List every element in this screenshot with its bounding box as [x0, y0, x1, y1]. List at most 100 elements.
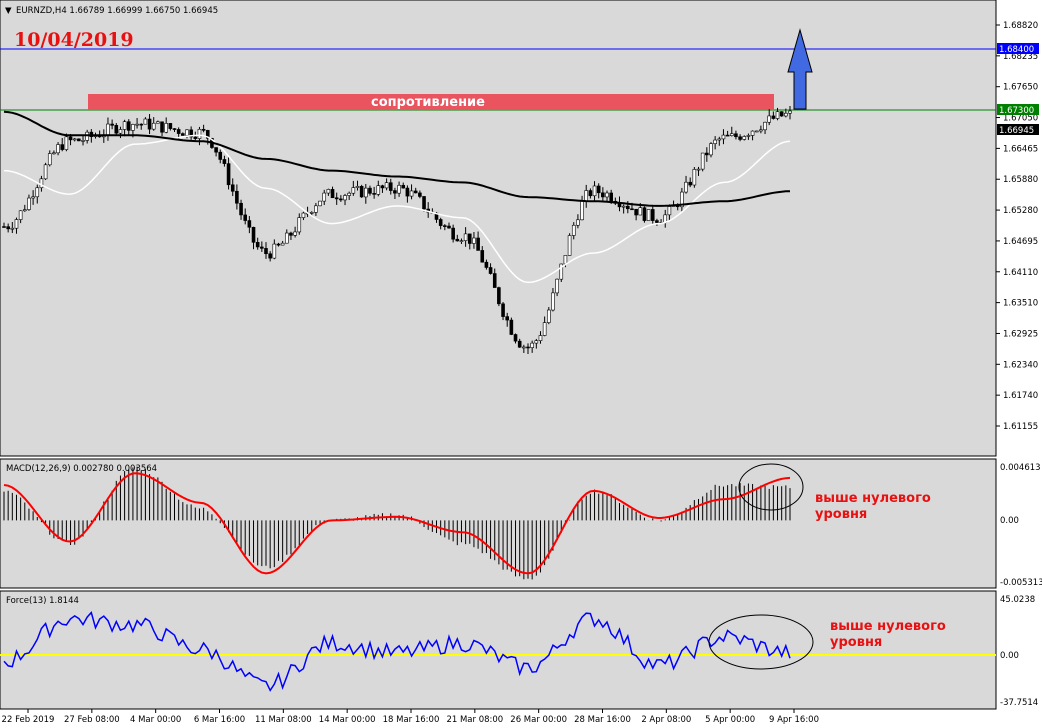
candle-body	[463, 233, 468, 241]
candle-body	[347, 192, 351, 196]
candle-body	[309, 212, 314, 214]
candle-body	[754, 130, 759, 133]
candle-body	[185, 129, 189, 136]
candle-body	[630, 208, 634, 211]
force-annotation-line2: уровня	[830, 635, 882, 650]
candle-body	[451, 227, 455, 240]
resistance-zone[interactable]	[88, 94, 774, 110]
time-tick-label: 11 Mar 08:00	[255, 715, 312, 725]
candle-body	[542, 322, 547, 336]
force-index-line	[3, 610, 791, 692]
time-tick-label: 26 Mar 00:00	[510, 715, 567, 725]
price-tick-label: 1.67650	[1003, 83, 1038, 93]
candle-body	[526, 346, 530, 349]
candle-body	[380, 185, 385, 189]
candle-body	[255, 242, 260, 248]
candle-body	[596, 185, 601, 194]
candle-body	[289, 232, 293, 236]
price-label-green: 1.67300	[997, 104, 1039, 116]
candle-body	[567, 235, 572, 256]
candle-body	[189, 129, 193, 138]
candle-body	[626, 205, 630, 210]
candle-body	[276, 243, 281, 246]
macd-tick-top: 0.004613	[1000, 463, 1041, 473]
time-tick-label: 27 Feb 08:00	[64, 715, 120, 725]
candle-body	[717, 138, 722, 141]
candle-body	[721, 134, 726, 140]
candle-body	[513, 334, 518, 342]
candle-body	[492, 273, 497, 288]
candle-body	[409, 190, 414, 197]
candle-body	[230, 184, 235, 192]
force-tick-bottom: -37.7514	[1000, 698, 1038, 708]
candle-body	[222, 159, 227, 164]
force-highlight-ellipse	[708, 614, 814, 670]
candle-body	[655, 220, 659, 223]
price-tick-label: 1.65280	[1003, 206, 1038, 216]
macd-panel-bg[interactable]	[0, 458, 997, 589]
macd-annotation-line1: выше нулевого	[815, 491, 931, 506]
candle-body	[713, 139, 717, 144]
candle-body	[181, 133, 185, 136]
candle-body	[642, 207, 647, 221]
force-tick-top: 45.0238	[1000, 595, 1035, 605]
candle-body	[601, 192, 605, 198]
candle-body	[56, 144, 60, 154]
time-tick-label: 2 Apr 08:00	[641, 715, 691, 725]
candle-body	[779, 111, 784, 117]
symbol-info: EURNZD,H4 1.66789 1.66999 1.66750 1.6694…	[16, 6, 218, 16]
candle-body	[284, 232, 289, 244]
force-panel-bg[interactable]	[0, 590, 997, 710]
candle-body	[401, 184, 406, 189]
arrow-up-icon[interactable]	[787, 28, 813, 110]
candle-body	[476, 237, 480, 251]
price-label-current: 1.66945	[997, 124, 1039, 136]
candle-body	[122, 121, 127, 130]
candle-body	[700, 152, 705, 170]
candle-body	[143, 118, 148, 125]
candle-body	[551, 292, 555, 311]
candle-body	[81, 140, 85, 142]
candle-body	[443, 225, 447, 227]
candle-body	[14, 219, 19, 229]
time-tick-label: 9 Apr 16:00	[769, 715, 819, 725]
candle-body	[759, 129, 763, 132]
moving-average-fast	[3, 134, 791, 284]
candlestick-series	[2, 105, 792, 354]
candle-body	[634, 208, 638, 216]
candle-body	[318, 200, 322, 207]
candle-body	[334, 197, 339, 200]
candle-body	[243, 214, 248, 221]
time-tick-label: 28 Mar 16:00	[574, 715, 631, 725]
time-tick-label: 6 Mar 16:00	[194, 715, 245, 725]
candle-body	[214, 147, 218, 153]
candle-body	[488, 267, 493, 274]
candle-body	[546, 309, 551, 323]
candle-body	[330, 189, 335, 199]
candle-body	[397, 184, 401, 194]
price-panel-bg[interactable]	[0, 0, 997, 457]
candle-body	[538, 335, 543, 341]
candle-body	[447, 225, 451, 229]
candle-body	[368, 187, 372, 194]
candle-body	[388, 182, 393, 191]
candle-body	[139, 123, 144, 126]
macd-tick-bottom: -0.005313	[1000, 578, 1042, 588]
candle-body	[114, 125, 119, 134]
candle-body	[193, 136, 198, 139]
candle-body	[788, 110, 792, 114]
candle-body	[147, 118, 152, 130]
candle-body	[696, 168, 701, 171]
macd-annotation-line2: уровня	[815, 507, 867, 522]
candle-body	[172, 128, 177, 130]
candle-body	[680, 191, 684, 208]
candle-body	[688, 181, 692, 186]
candle-body	[480, 250, 485, 263]
candle-body	[280, 242, 285, 246]
candle-body	[118, 129, 123, 134]
candle-body	[64, 136, 69, 150]
candle-body	[422, 196, 426, 210]
dropdown-arrow-icon[interactable]: ▼	[5, 6, 12, 16]
time-tick-label: 18 Mar 16:00	[383, 715, 440, 725]
